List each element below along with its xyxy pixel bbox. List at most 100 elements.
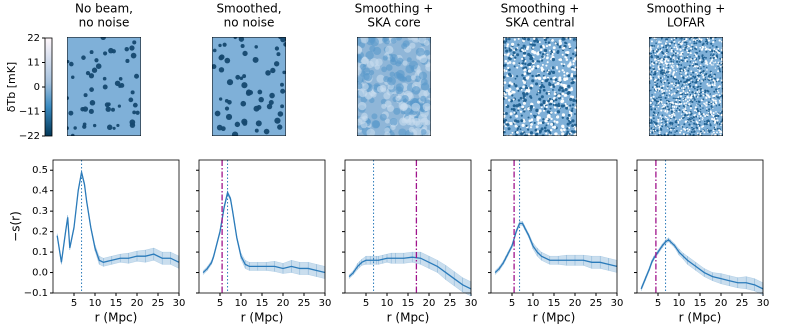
map-feature: [503, 75, 506, 79]
map-feature: [667, 66, 670, 69]
map-feature: [665, 48, 668, 51]
map-feature: [664, 96, 667, 100]
map-feature: [675, 37, 678, 40]
map-feature: [83, 93, 88, 98]
map-feature: [705, 109, 708, 112]
map-feature: [656, 129, 659, 132]
map-feature: [574, 66, 577, 69]
x-tick-label: 20: [423, 298, 436, 309]
map-feature: [371, 113, 378, 120]
map-feature: [550, 117, 553, 121]
map-feature: [376, 85, 384, 93]
map-feature: [720, 51, 723, 55]
map-feature: [715, 80, 718, 83]
map-feature: [116, 123, 120, 127]
map-feature: [536, 52, 540, 56]
map-feature: [670, 119, 672, 121]
map-feature: [687, 121, 689, 123]
map-feature: [549, 77, 553, 81]
map-feature: [535, 82, 539, 86]
map-feature: [684, 95, 686, 98]
map-feature: [522, 96, 525, 100]
map-feature: [679, 87, 682, 89]
map-feature: [362, 67, 371, 76]
map-feature: [684, 59, 687, 61]
map-feature: [561, 92, 565, 96]
map-feature: [718, 123, 720, 125]
map-feature: [721, 47, 723, 49]
map-feature: [507, 89, 510, 93]
map-feature: [670, 38, 673, 41]
map-feature: [561, 97, 564, 100]
map-feature: [651, 94, 653, 96]
plot-frame: [52, 159, 180, 294]
map-feature: [679, 48, 682, 51]
map-feature: [706, 69, 708, 71]
map-feature: [721, 58, 723, 61]
map-feature: [519, 96, 523, 100]
map-feature: [571, 124, 575, 128]
map-feature: [670, 50, 673, 53]
map-feature: [712, 120, 715, 123]
map-feature: [687, 53, 689, 55]
map-feature: [134, 73, 140, 79]
map-feature: [667, 51, 669, 53]
map-feature: [547, 122, 550, 125]
map-feature: [573, 68, 576, 72]
map-feature: [505, 104, 508, 107]
map-feature: [665, 53, 668, 56]
map-feature: [672, 127, 675, 130]
x-tick-label: 30: [465, 298, 478, 309]
map-feature: [556, 49, 560, 53]
map-feature: [649, 77, 653, 80]
map-feature: [672, 61, 675, 63]
map-feature: [565, 72, 569, 75]
x-tick-label: 15: [402, 298, 415, 309]
map-feature: [530, 56, 534, 60]
map-feature: [715, 49, 718, 52]
map-feature: [717, 65, 719, 67]
map-feature: [506, 123, 510, 127]
map-feature: [702, 65, 705, 68]
map-feature: [373, 46, 382, 56]
map-feature: [679, 42, 682, 45]
map-feature: [718, 94, 721, 97]
map-feature: [697, 124, 700, 127]
map-feature: [705, 72, 708, 76]
map-feature: [685, 112, 689, 115]
map-feature: [550, 86, 553, 89]
map-feature: [670, 48, 673, 51]
map-feature: [670, 103, 673, 106]
map-feature: [657, 124, 660, 127]
map-feature: [709, 110, 712, 113]
map-feature: [517, 37, 520, 40]
map-feature: [649, 47, 652, 50]
map-feature: [658, 96, 660, 99]
map-feature: [698, 93, 700, 96]
panel-title: SKA core: [367, 16, 420, 30]
map-feature: [716, 127, 719, 130]
map-feature: [714, 120, 717, 124]
map-feature: [540, 106, 543, 109]
map-feature: [691, 77, 693, 79]
map-feature: [701, 55, 704, 58]
map-feature: [545, 45, 549, 48]
map-feature: [713, 126, 716, 129]
map-feature: [409, 42, 416, 49]
map-feature: [663, 81, 666, 84]
map-feature: [552, 103, 555, 106]
map-feature: [106, 124, 113, 131]
map-feature: [702, 113, 705, 116]
map-feature: [699, 88, 702, 90]
map-feature: [652, 66, 654, 69]
map-feature: [670, 124, 672, 126]
map-feature: [692, 71, 695, 74]
map-feature: [529, 95, 532, 98]
map-feature: [720, 40, 723, 43]
map-feature: [670, 65, 673, 68]
map-feature: [680, 56, 683, 60]
map-feature: [718, 69, 721, 71]
map-feature: [689, 82, 692, 85]
map-feature: [405, 75, 412, 83]
map-feature: [525, 47, 529, 51]
